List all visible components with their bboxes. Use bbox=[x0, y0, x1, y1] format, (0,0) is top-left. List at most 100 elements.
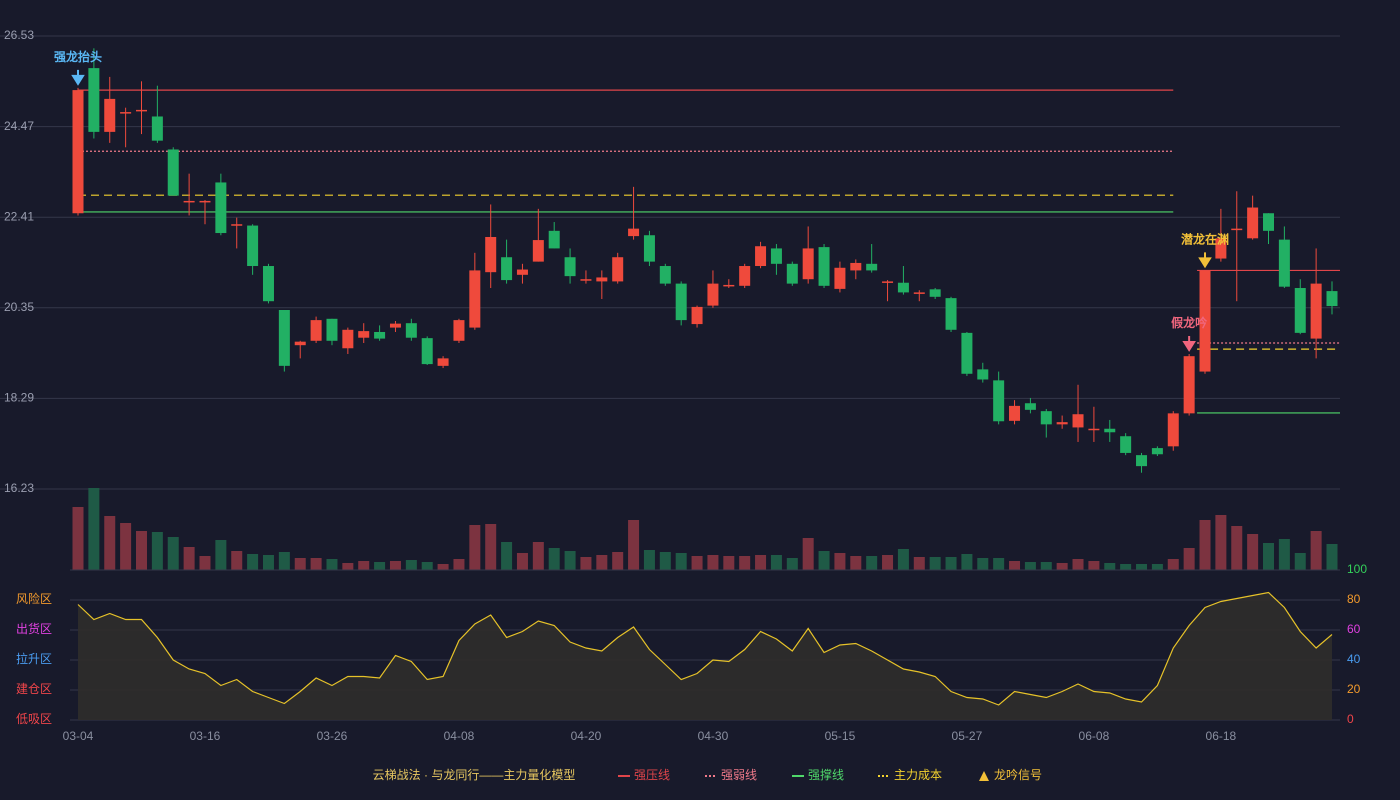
candle-body bbox=[850, 262, 862, 271]
signal-label: 假龙吟 bbox=[1171, 315, 1207, 330]
volume-bar bbox=[199, 556, 211, 570]
x-tick-label: 04-20 bbox=[571, 729, 602, 743]
volume-bar bbox=[88, 488, 100, 570]
volume-bar bbox=[707, 555, 719, 570]
volume-bar bbox=[1009, 561, 1021, 570]
volume-bar bbox=[421, 562, 433, 570]
volume-bar bbox=[1199, 520, 1211, 570]
volume-bar bbox=[643, 550, 655, 570]
legend-label: 强压线 bbox=[634, 768, 670, 782]
candle-body bbox=[88, 68, 100, 132]
volume-bar bbox=[1088, 561, 1100, 570]
candle-body bbox=[913, 292, 925, 294]
volume-bar bbox=[1231, 526, 1243, 570]
candle-body bbox=[755, 246, 767, 267]
candle-body bbox=[469, 270, 481, 328]
candle-body bbox=[310, 320, 322, 341]
volume-bar bbox=[770, 555, 782, 570]
candle-body bbox=[1120, 436, 1132, 453]
candle-body bbox=[501, 257, 513, 281]
volume-bar bbox=[659, 552, 671, 570]
y2-tick-label: 100 bbox=[1347, 562, 1367, 576]
candle-body bbox=[977, 369, 989, 380]
candle-body bbox=[1294, 288, 1306, 333]
x-tick-label: 04-30 bbox=[698, 729, 729, 743]
candle-body bbox=[247, 225, 259, 267]
oscillator-line bbox=[77, 591, 1333, 706]
candle-body bbox=[1009, 405, 1021, 421]
zone-label: 风险区 bbox=[16, 591, 52, 606]
volume-bar bbox=[882, 555, 894, 570]
x-tick-label: 04-08 bbox=[444, 729, 475, 743]
volume-bar bbox=[755, 555, 767, 570]
candle-body bbox=[532, 240, 544, 262]
candle-body bbox=[548, 230, 560, 249]
legend-label: 强弱线 bbox=[721, 768, 757, 782]
volume-bar bbox=[278, 552, 290, 570]
volume-bar bbox=[977, 558, 989, 570]
volume-bar bbox=[564, 551, 576, 570]
volume-bar bbox=[818, 551, 830, 570]
volume-bar bbox=[405, 560, 417, 570]
volume-bar bbox=[1040, 562, 1052, 570]
candle-body bbox=[278, 309, 290, 366]
candle-body bbox=[1199, 270, 1211, 372]
volume-bar bbox=[151, 532, 163, 570]
volume-bar bbox=[1104, 563, 1116, 570]
candle-body bbox=[612, 257, 624, 282]
y-tick-label: 20.35 bbox=[4, 300, 34, 314]
volume-bar bbox=[358, 561, 370, 570]
candle-body bbox=[151, 116, 163, 141]
candle-body bbox=[866, 263, 878, 271]
zone-label: 低吸区 bbox=[16, 712, 52, 726]
volume-bar bbox=[1263, 543, 1275, 570]
candle-body bbox=[1278, 239, 1290, 287]
signal-label: 潜龙在渊 bbox=[1181, 232, 1229, 247]
signal-arrow bbox=[1182, 335, 1196, 352]
candle-body bbox=[326, 318, 338, 341]
volume-bar bbox=[231, 551, 243, 570]
volume-bar bbox=[437, 564, 449, 570]
y2-tick-label: 40 bbox=[1347, 652, 1361, 666]
candle-body bbox=[1056, 422, 1068, 425]
volume-bar bbox=[1278, 539, 1290, 570]
candle-body bbox=[834, 267, 846, 289]
candle-body bbox=[739, 266, 751, 286]
oscillator-area bbox=[78, 592, 1332, 720]
volume-bar bbox=[929, 557, 941, 570]
volume-bar bbox=[453, 559, 465, 570]
volume-bar bbox=[897, 549, 909, 570]
candle-body bbox=[596, 277, 608, 282]
candle-body bbox=[818, 247, 830, 286]
volume-bar bbox=[850, 556, 862, 570]
candle-body bbox=[802, 248, 814, 280]
candle-body bbox=[1040, 411, 1052, 425]
candle-body bbox=[993, 380, 1005, 422]
volume-bar bbox=[1294, 553, 1306, 570]
candle-body bbox=[1231, 228, 1243, 231]
volume-bar bbox=[580, 557, 592, 570]
volume-bar bbox=[723, 556, 735, 570]
volume-bar bbox=[294, 558, 306, 570]
candle-body bbox=[1183, 356, 1195, 414]
volume-bar bbox=[691, 556, 703, 570]
candle-body bbox=[961, 332, 973, 374]
candle-body bbox=[104, 98, 116, 132]
candle-body bbox=[1136, 455, 1148, 467]
volume-bar bbox=[993, 558, 1005, 570]
candle-body bbox=[215, 182, 227, 234]
candle-body bbox=[374, 331, 386, 339]
candle-body bbox=[707, 283, 719, 306]
y-tick-label: 22.41 bbox=[4, 209, 34, 223]
volume-bar bbox=[1183, 548, 1195, 570]
candle-body bbox=[437, 358, 449, 366]
volume-bar bbox=[675, 553, 687, 570]
volume-bar bbox=[135, 531, 147, 570]
legend-label: 强撑线 bbox=[808, 767, 844, 782]
zone-label: 出货区 bbox=[16, 621, 52, 636]
signal-arrow bbox=[1198, 252, 1212, 269]
volume-bar bbox=[469, 525, 481, 570]
legend-title: 云梯战法 · 与龙同行——主力量化模型 bbox=[373, 768, 576, 782]
candle-body bbox=[485, 236, 497, 273]
